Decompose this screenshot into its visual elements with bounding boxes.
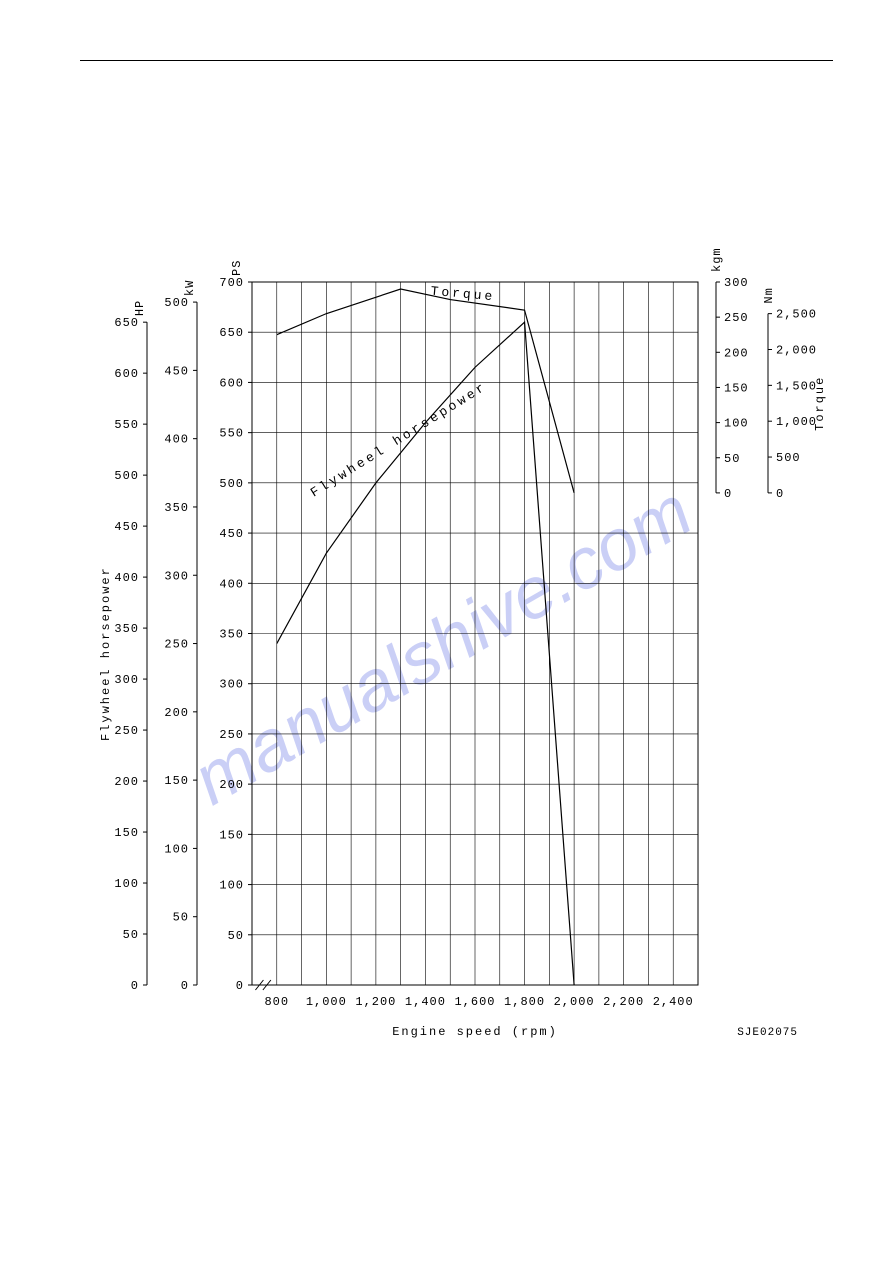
kw-tick-label: 0 bbox=[181, 979, 189, 993]
kw-tick-label: 100 bbox=[164, 842, 189, 856]
nm-tick-label: 2,000 bbox=[776, 343, 817, 357]
ps-tick-label: 250 bbox=[219, 728, 244, 742]
ps-tick-label: 200 bbox=[219, 778, 244, 792]
torque-curve-label: Torque bbox=[430, 284, 496, 305]
x-ticks: 800 1,000 1,200 1,400 1,600 1,800 2,000 2,200 2,… bbox=[264, 995, 693, 1009]
kgm-tick-label: 200 bbox=[724, 346, 749, 360]
ps-tick-label: 150 bbox=[219, 828, 244, 842]
kgm-tick-label: 0 bbox=[724, 487, 732, 501]
ps-tick-label: 100 bbox=[219, 879, 244, 893]
right-axis-title: Torque bbox=[813, 376, 827, 431]
kw-tick-label: 500 bbox=[164, 296, 189, 310]
nm-tick-label: 2,500 bbox=[776, 308, 817, 322]
hp-unit-label: HP bbox=[133, 300, 147, 316]
x-tick-label: 1,000 bbox=[306, 995, 347, 1009]
nm-tick-label: 1,000 bbox=[776, 415, 817, 429]
hp-tick-label: 100 bbox=[114, 877, 139, 891]
kw-tick-label: 450 bbox=[164, 364, 189, 378]
hp-tick-label: 450 bbox=[114, 520, 139, 534]
ps-tick-label: 400 bbox=[219, 577, 244, 591]
nm-unit-label: Nm bbox=[762, 287, 776, 303]
x-axis-label: Engine speed (rpm) bbox=[392, 1025, 558, 1039]
kw-axis: 0 50 100 150 200 250 300 350 400 450 500 bbox=[164, 296, 197, 993]
kw-tick-label: 400 bbox=[164, 433, 189, 447]
kw-tick-label: 300 bbox=[164, 569, 189, 583]
hp-axis: 0 50 100 150 200 250 300 350 400 450 500 550 600 650 bbox=[114, 316, 147, 993]
nm-tick-label: 1,500 bbox=[776, 379, 817, 393]
hp-tick-label: 300 bbox=[114, 673, 139, 687]
hp-tick-label: 550 bbox=[114, 418, 139, 432]
horsepower-curve-label: Flywheel horsepower bbox=[308, 379, 490, 500]
kgm-tick-label: 100 bbox=[724, 417, 749, 431]
kw-tick-label: 200 bbox=[164, 706, 189, 720]
ps-unit-label: PS bbox=[230, 260, 244, 276]
hp-tick-label: 350 bbox=[114, 622, 139, 636]
ps-tick-label: 350 bbox=[219, 628, 244, 642]
ps-tick-label: 700 bbox=[219, 276, 244, 290]
x-tick-label: 1,200 bbox=[355, 995, 396, 1009]
hp-tick-label: 250 bbox=[114, 724, 139, 738]
kw-tick-label: 150 bbox=[164, 774, 189, 788]
nm-tick-label: 0 bbox=[776, 487, 784, 501]
kgm-tick-label: 50 bbox=[724, 452, 740, 466]
ps-tick-label: 0 bbox=[236, 979, 244, 993]
kgm-axis: 0 50 100 150 200 250 300 bbox=[716, 276, 749, 501]
hp-tick-label: 150 bbox=[114, 826, 139, 840]
hp-tick-label: 400 bbox=[114, 571, 139, 585]
hp-tick-label: 50 bbox=[123, 928, 139, 942]
ps-tick-label: 650 bbox=[219, 326, 244, 340]
hp-tick-label: 200 bbox=[114, 775, 139, 789]
kgm-tick-label: 300 bbox=[724, 276, 749, 290]
figure-id: SJE02075 bbox=[737, 1027, 798, 1039]
kgm-tick-label: 150 bbox=[724, 381, 749, 395]
watermark-text: manualshive.com bbox=[180, 471, 705, 820]
x-tick-label: 800 bbox=[264, 995, 289, 1009]
ps-tick-label: 600 bbox=[219, 376, 244, 390]
kw-tick-label: 250 bbox=[164, 638, 189, 652]
x-tick-label: 1,800 bbox=[504, 995, 545, 1009]
kw-tick-label: 50 bbox=[173, 911, 189, 925]
hp-tick-label: 0 bbox=[131, 979, 139, 993]
ps-tick-label: 550 bbox=[219, 427, 244, 441]
nm-axis: 0 500 1,000 1,500 2,000 2,500 bbox=[768, 308, 817, 501]
nm-tick-label: 500 bbox=[776, 451, 801, 465]
engine-performance-chart: manualshive.com 800 1,000 1,200 1,400 1,600 1,… bbox=[0, 0, 893, 1263]
x-tick-label: 2,400 bbox=[653, 995, 694, 1009]
ps-tick-label: 500 bbox=[219, 477, 244, 491]
ps-ticks: 0 50 100 150 200 250 300 350 400 450 500 550 600 650 7… bbox=[219, 276, 252, 993]
ps-tick-label: 300 bbox=[219, 678, 244, 692]
left-axis-title: Flywheel horsepower bbox=[99, 566, 113, 741]
hp-tick-label: 600 bbox=[114, 367, 139, 381]
x-tick-label: 1,400 bbox=[405, 995, 446, 1009]
kw-unit-label: kW bbox=[183, 280, 197, 296]
x-tick-label: 2,200 bbox=[603, 995, 644, 1009]
hp-tick-label: 500 bbox=[114, 469, 139, 483]
ps-tick-label: 450 bbox=[219, 527, 244, 541]
kgm-tick-label: 250 bbox=[724, 311, 749, 325]
kw-tick-label: 350 bbox=[164, 501, 189, 515]
x-tick-label: 2,000 bbox=[554, 995, 595, 1009]
ps-tick-label: 50 bbox=[228, 929, 244, 943]
kgm-unit-label: kgm bbox=[710, 247, 724, 272]
x-tick-label: 1,600 bbox=[454, 995, 495, 1009]
hp-tick-label: 650 bbox=[114, 316, 139, 330]
